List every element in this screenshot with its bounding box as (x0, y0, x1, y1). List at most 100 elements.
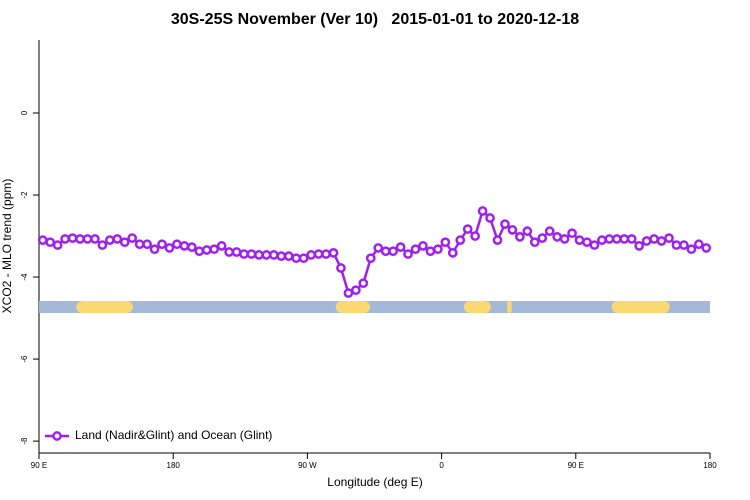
point (209, 244, 220, 255)
point (172, 239, 182, 250)
point (544, 226, 555, 236)
point (455, 235, 466, 245)
point (656, 236, 667, 246)
point (462, 224, 473, 234)
point (52, 240, 63, 250)
point (254, 250, 264, 260)
point (693, 239, 704, 250)
x-tick-label: 180 (703, 461, 717, 470)
point (619, 234, 630, 244)
point (395, 242, 406, 252)
y-tick-label: -6 (20, 355, 29, 363)
point (231, 247, 242, 257)
point (641, 236, 652, 246)
land-segment (463, 300, 491, 313)
point (611, 234, 622, 244)
point (104, 235, 115, 245)
point (492, 235, 503, 245)
point (470, 231, 480, 241)
point (529, 237, 540, 248)
y-tick-label: -4 (20, 273, 29, 281)
point (604, 234, 615, 244)
point (142, 239, 152, 250)
point (82, 234, 93, 244)
point (358, 278, 369, 289)
x-axis-label: Longitude (deg E) (327, 475, 422, 489)
point (134, 239, 145, 250)
ocean-band (39, 300, 710, 313)
land-segment (507, 300, 512, 313)
point (37, 235, 48, 245)
point (507, 225, 518, 235)
y-tick-label: -2 (20, 191, 29, 199)
land-segment (335, 300, 371, 313)
point (328, 248, 339, 258)
land-segment (76, 300, 133, 313)
point (373, 243, 384, 253)
point (298, 253, 309, 264)
point (567, 228, 577, 239)
point (410, 244, 421, 255)
point (149, 244, 160, 255)
chart-title: 30S-25S November (Ver 10) 2015-01-01 to … (171, 11, 579, 28)
point (477, 206, 488, 216)
legend-marker (52, 431, 62, 441)
point (664, 233, 674, 243)
y-axis-label: XCO2 - MLO trend (ppm) (0, 179, 14, 314)
point (276, 251, 287, 261)
point (201, 245, 212, 255)
point (626, 234, 637, 244)
point (351, 285, 361, 296)
point (321, 249, 331, 259)
x-tick-label: 90 W (298, 461, 317, 470)
point (365, 253, 376, 264)
point (67, 233, 78, 243)
point (224, 247, 234, 257)
point (537, 233, 548, 243)
x-tick-label: 0 (439, 461, 444, 470)
legend-label: Land (Nadir&Glint) and Ocean (Glint) (75, 428, 272, 442)
point (283, 251, 294, 261)
point (485, 213, 495, 223)
point (216, 241, 227, 251)
point (574, 235, 585, 245)
point (127, 233, 138, 243)
point (686, 244, 697, 255)
point (194, 246, 205, 257)
point (425, 246, 436, 257)
point (671, 240, 682, 250)
point (313, 249, 324, 259)
point (239, 249, 249, 259)
point (589, 240, 600, 250)
y-tick-label: 0 (20, 110, 29, 115)
point (440, 237, 451, 248)
point (679, 240, 689, 250)
point (261, 250, 272, 260)
point (447, 248, 458, 258)
point (157, 239, 167, 250)
point (45, 237, 56, 248)
series-line (42, 208, 707, 295)
x-tick-label: 180 (167, 461, 181, 470)
point (597, 235, 607, 245)
y-tick-label: -8 (20, 437, 29, 445)
point (269, 250, 279, 260)
point (559, 234, 570, 244)
point (380, 246, 391, 257)
point (522, 226, 533, 236)
point (388, 246, 398, 257)
point (306, 250, 316, 260)
point (552, 232, 563, 242)
point (90, 234, 100, 244)
point (418, 241, 428, 251)
point (433, 244, 443, 255)
point (649, 234, 659, 244)
point (634, 241, 645, 251)
point (164, 243, 175, 253)
point (701, 243, 712, 253)
point (75, 234, 85, 244)
point (336, 263, 346, 273)
point (97, 240, 108, 250)
point (515, 232, 525, 242)
